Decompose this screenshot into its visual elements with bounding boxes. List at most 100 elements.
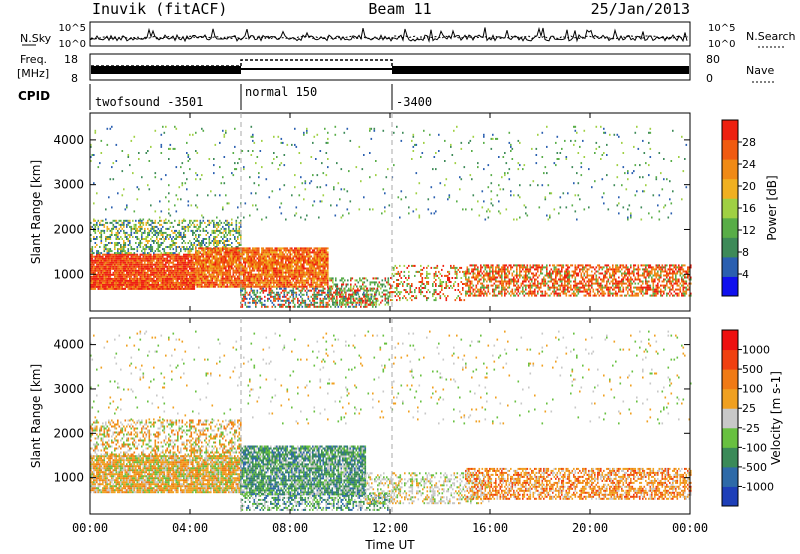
range-cell [104,226,106,228]
range-cell [164,238,166,240]
range-cell [141,274,143,276]
range-cell [158,268,160,270]
range-cell [215,249,217,251]
range-cell [264,262,266,264]
range-cell [144,252,146,254]
range-cell [255,247,257,249]
range-cell [245,276,247,278]
range-cell [143,288,145,290]
range-cell [276,280,278,282]
range-cell [149,234,151,236]
range-cell [176,246,178,248]
range-cell [225,262,227,264]
range-cell [269,264,271,266]
range-cell [276,256,278,258]
range-cell [245,262,247,264]
range-cell [300,286,302,288]
range-cell [96,224,98,226]
range-cell [125,286,127,288]
range-cell [132,278,134,280]
range-cell [230,278,232,280]
range-cell [218,262,220,264]
range-cell [179,262,181,264]
range-cell [192,254,194,256]
range-cell [173,240,175,242]
range-cell [240,264,242,266]
range-cell [248,256,250,258]
range-cell [206,242,208,244]
range-cell [257,280,259,282]
range-cell [137,256,139,258]
range-cell [135,262,137,264]
range-cell [288,264,290,266]
range-cell [212,282,214,284]
range-cell [288,270,290,272]
range-cell [164,270,166,272]
range-cell [129,288,131,290]
range-cell [300,266,302,268]
range-cell [125,252,127,254]
range-cell [254,264,256,266]
range-cell [279,270,281,272]
range-cell [111,222,113,224]
range-cell [219,230,221,232]
range-cell [117,222,119,224]
range-cell [173,244,175,246]
range-cell [111,256,113,258]
range-cell [129,226,131,228]
range-cell [225,270,227,272]
range-cell [155,284,157,286]
range-cell [95,226,97,228]
range-cell [116,228,118,230]
range-cell [267,264,269,266]
range-cell [282,256,284,258]
range-cell [107,276,109,278]
range-cell [230,260,232,262]
range-cell [245,266,247,268]
range-cell [231,247,233,249]
range-cell [177,282,179,284]
range-cell [218,264,220,266]
range-cell [218,226,220,228]
range-cell [165,274,167,276]
range-cell [102,284,104,286]
range-cell [275,276,277,278]
range-cell [267,256,269,258]
range-cell [252,260,254,262]
range-cell [173,276,175,278]
range-cell [167,286,169,288]
range-cell [185,258,187,260]
range-cell [237,249,239,251]
range-cell [165,236,167,238]
range-cell [243,276,245,278]
range-cell [281,260,283,262]
range-cell [101,270,103,272]
range-cell [206,234,208,236]
range-cell [225,220,227,222]
range-cell [107,284,109,286]
range-cell [207,276,209,278]
range-cell [299,260,301,262]
range-cell [251,249,253,251]
range-cell [237,256,239,258]
range-cell [203,264,205,266]
range-cell [153,228,155,230]
range-cell [134,286,136,288]
range-cell [108,288,110,290]
range-cell [255,256,257,258]
range-cell [254,256,256,258]
range-cell [224,280,226,282]
range-cell [200,224,202,226]
range-cell [290,280,292,282]
range-cell [246,280,248,282]
range-cell [129,236,131,238]
range-cell [171,258,173,260]
range-cell [285,258,287,260]
range-cell [269,284,271,286]
range-cell [177,266,179,268]
range-cell [161,270,163,272]
range-cell [119,268,121,270]
range-cell [207,260,209,262]
range-cell [123,232,125,234]
range-cell [270,260,272,262]
